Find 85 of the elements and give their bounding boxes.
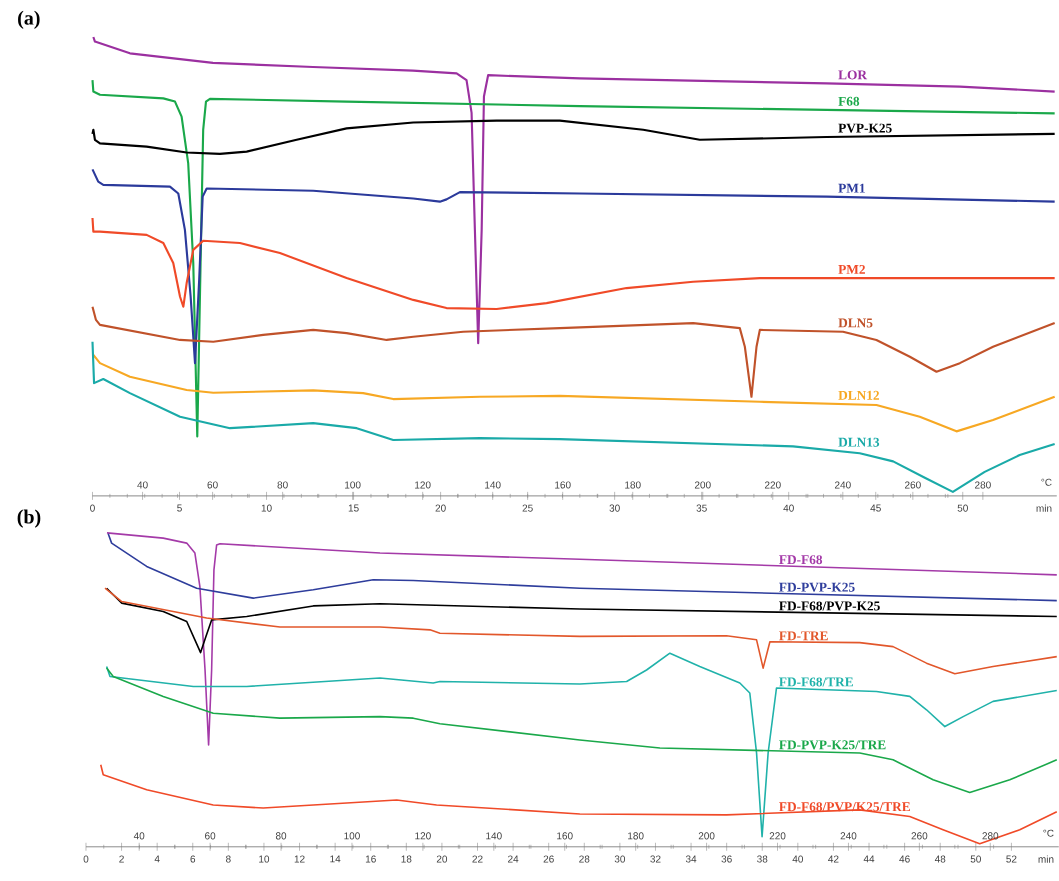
x-tick-label: 42 [828,855,839,863]
x2-tick-label: 160 [555,481,571,489]
x2-tick-label: 200 [694,481,711,489]
x2-tick-label: 240 [840,832,857,840]
x-axis-title: min [1038,855,1054,863]
series-label: LOR [838,70,868,80]
x-tick-label: 22 [472,855,483,863]
x-tick-label: 52 [1006,855,1017,863]
x-tick-label: 24 [508,855,519,863]
x2-tick-label: 120 [415,832,431,840]
x2-axis-title: °C [1041,478,1052,486]
x-tick-label: 15 [348,504,359,512]
x2-tick-label: 120 [415,481,431,489]
x-tick-label: 0 [90,504,95,512]
x2-tick-label: 180 [628,832,644,840]
x-tick-label: 16 [365,855,376,863]
series-label: FD-F68 [779,555,823,565]
x-axis-title: min [1036,504,1052,512]
x-tick-label: 2 [119,855,124,863]
series-label: DLN13 [838,437,880,447]
x2-tick-label: 260 [905,481,921,489]
x-tick-label: 50 [970,855,981,863]
x2-tick-label: 260 [911,832,928,840]
series-label: FD-F68/PVP/K25/TRE [779,802,910,812]
series-label: DLN12 [838,390,880,400]
x2-tick-label: 280 [982,832,999,840]
chart-title: (b) [17,509,41,528]
x-tick-label: 14 [330,855,341,863]
x2-tick-label: 60 [207,481,218,489]
x2-tick-label: 100 [344,832,360,840]
x-tick-label: 18 [401,855,412,863]
x-tick-label: 45 [870,504,881,512]
series-label: FD-PVP-K25/TRE [779,740,886,750]
x2-tick-label: 220 [769,832,786,840]
chart-title: (a) [18,10,40,29]
x2-tick-label: 60 [205,832,216,840]
x2-tick-label: 180 [625,481,641,489]
x-tick-label: 34 [685,855,697,863]
x2-tick-label: 80 [277,481,288,489]
x-tick-label: 35 [696,504,707,512]
x-tick-label: 30 [609,504,620,512]
series-label: FD-F68/PVP-K25 [779,601,880,611]
x-tick-label: 28 [579,855,590,863]
x-tick-label: 10 [259,855,270,863]
x-tick-label: 4 [154,855,160,863]
x2-tick-label: 40 [133,832,145,840]
x2-tick-label: 240 [834,481,851,489]
x-tick-label: 20 [435,504,446,512]
x-tick-label: 38 [757,855,768,863]
x-tick-label: 40 [783,504,794,512]
series-label: FD-PVP-K25 [779,582,855,592]
x2-tick-label: 80 [275,832,287,840]
series-label: DLN5 [838,318,873,328]
x-tick-label: 46 [899,855,910,863]
series-label: FD-F68/TRE [779,677,853,687]
x2-tick-label: 200 [698,832,715,840]
x-tick-label: 32 [650,855,661,863]
x2-tick-label: 40 [137,481,148,489]
series-label: PVP-K25 [838,123,892,133]
x2-tick-label: 140 [486,832,502,840]
series-label: PM2 [838,265,865,274]
x-tick-label: 48 [934,855,946,863]
x-tick-label: 12 [294,855,305,863]
x-tick-label: 26 [543,855,554,863]
x-tick-label: 50 [957,504,968,512]
x2-axis-title: °C [1043,829,1054,837]
x-tick-label: 8 [226,855,231,863]
x-tick-label: 25 [522,504,533,512]
x-tick-label: 36 [721,855,732,863]
x-tick-label: 5 [177,504,182,512]
series-label: F68 [838,96,860,106]
x-tick-label: 10 [261,504,272,512]
x2-tick-label: 220 [764,481,781,489]
x-tick-label: 44 [863,855,875,863]
x-tick-label: 6 [190,855,196,863]
x-tick-label: 40 [792,855,803,863]
series-label: FD-TRE [779,631,828,641]
x-tick-label: 30 [614,855,626,863]
x2-tick-label: 140 [485,481,501,489]
x-tick-label: 20 [436,855,448,863]
x2-tick-label: 100 [345,481,361,489]
x2-tick-label: 280 [975,481,991,489]
series-label: PM1 [838,183,865,193]
x-tick-label: 0 [83,855,89,863]
x2-tick-label: 160 [557,832,573,840]
